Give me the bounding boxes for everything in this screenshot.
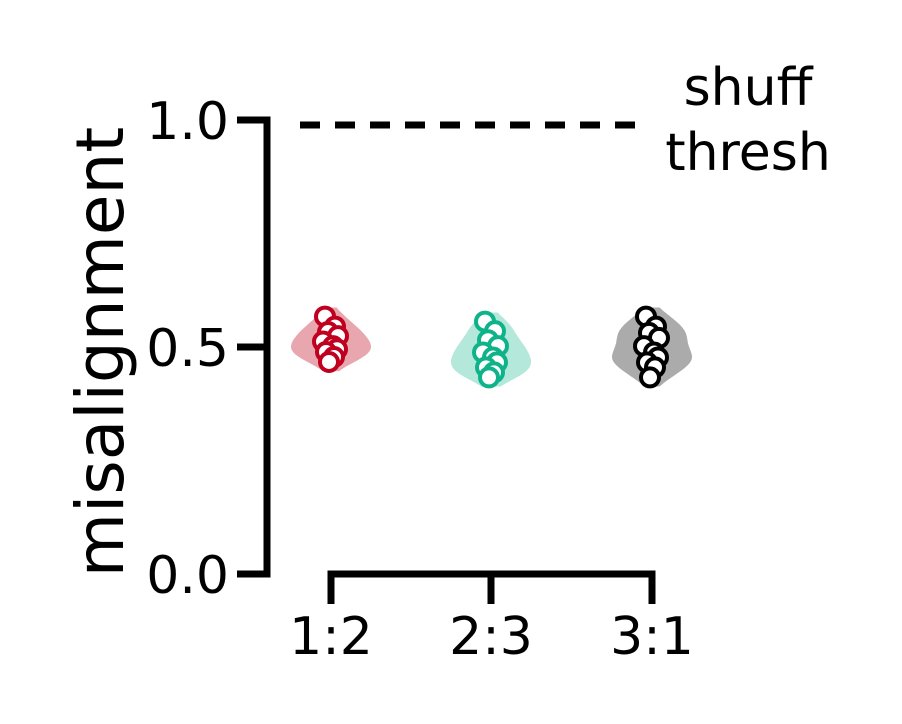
y-ticks: 0.0 0.5 1.0 xyxy=(146,92,267,606)
data-point xyxy=(478,366,500,389)
y-tick-label: 1.0 xyxy=(146,92,229,152)
x-tick-label: 2:3 xyxy=(449,607,533,667)
threshold-label-line1: shuff xyxy=(684,58,814,118)
x-ticks: 1:2 2:3 3:1 xyxy=(289,574,694,667)
threshold-label-line2: thresh xyxy=(665,123,831,183)
x-tick-label: 1:2 xyxy=(289,607,373,667)
y-tick-label: 0.5 xyxy=(146,319,229,379)
y-axis-label: misalignment xyxy=(62,127,139,577)
plot-area xyxy=(291,305,692,389)
x-tick-label: 3:1 xyxy=(610,607,694,667)
data-point xyxy=(318,350,340,373)
data-point xyxy=(639,366,661,389)
y-tick-label: 0.0 xyxy=(146,546,229,606)
